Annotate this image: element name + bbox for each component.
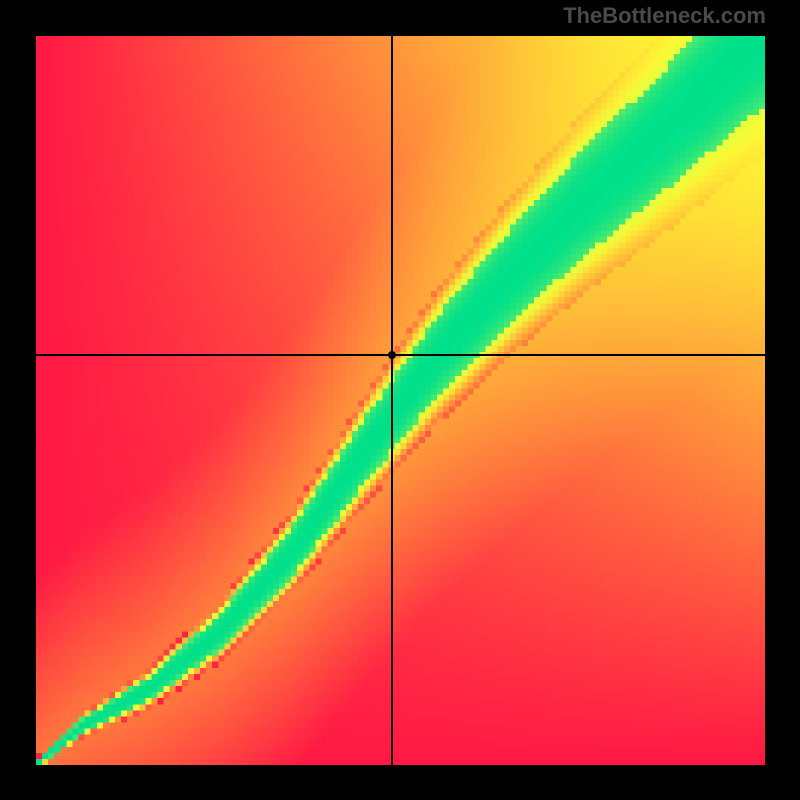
intersection-marker <box>388 351 396 359</box>
bottleneck-heatmap <box>36 36 765 765</box>
watermark: TheBottleneck.com <box>563 3 766 29</box>
crosshair-vertical <box>391 36 393 765</box>
crosshair-horizontal <box>36 354 765 356</box>
